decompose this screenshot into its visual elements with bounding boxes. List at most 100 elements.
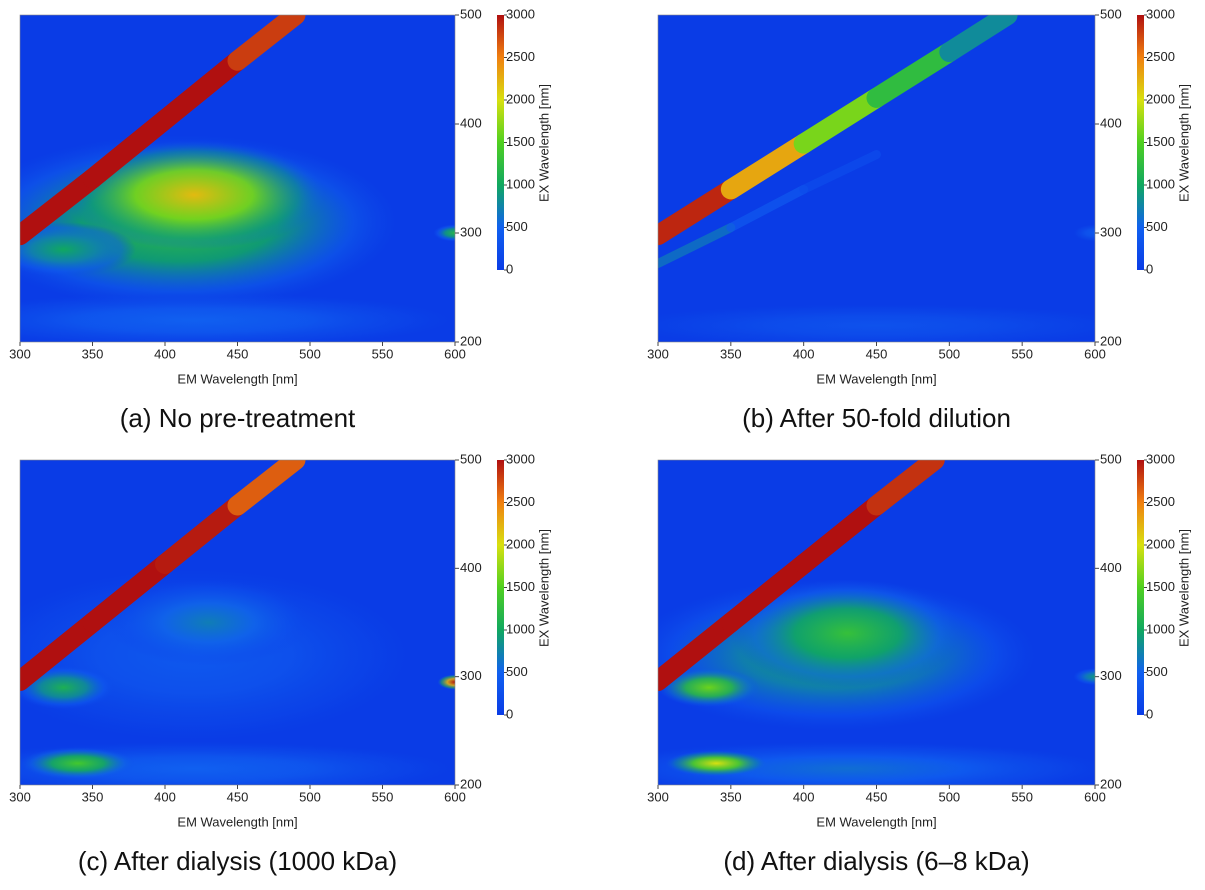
colorbar-tick-label: 0 (506, 261, 513, 276)
scatter-band (866, 42, 960, 108)
y-tick-label: 200 (1100, 776, 1122, 791)
x-tick-label: 400 (154, 789, 176, 804)
plot-area (20, 15, 455, 342)
plot-area (658, 460, 1095, 785)
peak (658, 741, 1095, 785)
panel-caption: (a) No pre-treatment (120, 403, 356, 433)
colorbar (1137, 460, 1144, 715)
colorbar-tick-label: 1000 (1146, 176, 1175, 191)
scatter-band (227, 460, 306, 516)
y-axis-label: EX Wavelength [nm] (536, 529, 551, 647)
colorbar-tick-label: 3000 (1146, 6, 1175, 21)
colorbar-tick-label: 3000 (1146, 451, 1175, 466)
plot-background (658, 15, 1095, 342)
colorbar-tick-label: 2000 (1146, 91, 1175, 106)
peak (437, 674, 455, 690)
x-tick-label: 300 (647, 789, 669, 804)
x-tick-label: 450 (866, 789, 888, 804)
scatter-band (866, 460, 945, 516)
colorbar-tick-label: 1500 (506, 134, 535, 149)
colorbar-tick-label: 1500 (506, 579, 535, 594)
peak (730, 579, 964, 688)
peak (665, 750, 768, 777)
x-tick-label: 550 (372, 789, 394, 804)
colorbar-tick-label: 2000 (506, 91, 535, 106)
y-axis-label: EX Wavelength [nm] (1176, 84, 1191, 202)
colorbar-tick-label: 0 (1146, 706, 1153, 721)
x-axis-label: EM Wavelength [nm] (816, 371, 936, 386)
scatter-band (793, 87, 887, 154)
scatter-band (720, 133, 814, 200)
x-tick-label: 300 (9, 346, 31, 361)
x-tick-label: 400 (793, 346, 815, 361)
x-tick-label: 350 (720, 346, 742, 361)
scatter-band (82, 109, 175, 189)
colorbar (497, 15, 504, 270)
x-tick-label: 500 (938, 346, 960, 361)
colorbar-tick-label: 2500 (506, 494, 535, 509)
y-tick-label: 400 (1100, 560, 1122, 575)
y-axis-label: EX Wavelength [nm] (1176, 529, 1191, 647)
colorbar-tick-label: 2000 (506, 536, 535, 551)
scatter-band (155, 50, 248, 130)
colorbar (497, 460, 504, 715)
x-tick-label: 600 (444, 789, 466, 804)
x-axis-label: EM Wavelength [nm] (177, 814, 297, 829)
x-tick-label: 350 (82, 346, 104, 361)
y-tick-label: 200 (460, 776, 482, 791)
y-tick-label: 200 (460, 333, 482, 348)
scatter-band (658, 223, 736, 269)
y-tick-label: 300 (460, 668, 482, 683)
peak (658, 668, 760, 707)
x-tick-label: 600 (1084, 346, 1106, 361)
y-tick-label: 500 (460, 451, 482, 466)
scatter-band (155, 495, 248, 574)
panel-caption: (b) After 50-fold dilution (742, 403, 1011, 433)
x-tick-label: 500 (938, 789, 960, 804)
colorbar-tick-label: 3000 (506, 451, 535, 466)
peak (658, 303, 1095, 342)
peak (20, 292, 455, 342)
x-tick-label: 600 (1084, 789, 1106, 804)
y-tick-label: 200 (1100, 333, 1122, 348)
x-tick-label: 450 (227, 789, 249, 804)
peak (20, 741, 455, 785)
colorbar-tick-label: 500 (1146, 219, 1168, 234)
peak (107, 579, 310, 666)
x-tick-label: 300 (647, 346, 669, 361)
colorbar-tick-label: 1000 (506, 621, 535, 636)
peak (1073, 224, 1095, 242)
scatter-band (793, 495, 887, 574)
colorbar-tick-label: 2500 (1146, 49, 1175, 64)
colorbar-tick-label: 3000 (506, 6, 535, 21)
peak (20, 747, 136, 780)
colorbar-tick-label: 2000 (1146, 536, 1175, 551)
colorbar-tick-label: 1000 (506, 176, 535, 191)
x-tick-label: 550 (1011, 789, 1033, 804)
x-axis-label: EM Wavelength [nm] (816, 814, 936, 829)
colorbar-tick-label: 500 (1146, 664, 1168, 679)
x-tick-label: 450 (227, 346, 249, 361)
y-tick-label: 500 (460, 6, 482, 21)
scatter-band (82, 554, 175, 633)
y-tick-label: 300 (1100, 224, 1122, 239)
colorbar-tick-label: 1000 (1146, 621, 1175, 636)
y-tick-label: 500 (1100, 451, 1122, 466)
plot-area (658, 15, 1095, 342)
scatter-band (799, 150, 881, 194)
x-tick-label: 450 (866, 346, 888, 361)
y-tick-label: 400 (460, 560, 482, 575)
peak (1073, 668, 1095, 686)
colorbar-tick-label: 1500 (1146, 579, 1175, 594)
y-tick-label: 400 (460, 115, 482, 130)
colorbar-tick-label: 500 (506, 664, 528, 679)
scatter-band (20, 612, 103, 691)
y-tick-label: 400 (1100, 115, 1122, 130)
colorbar-tick-label: 0 (1146, 261, 1153, 276)
y-axis-label: EX Wavelength [nm] (536, 84, 551, 202)
y-tick-label: 300 (460, 224, 482, 239)
plot-area (20, 460, 455, 785)
scatter-band (939, 15, 1018, 63)
scatter-band (726, 184, 809, 233)
